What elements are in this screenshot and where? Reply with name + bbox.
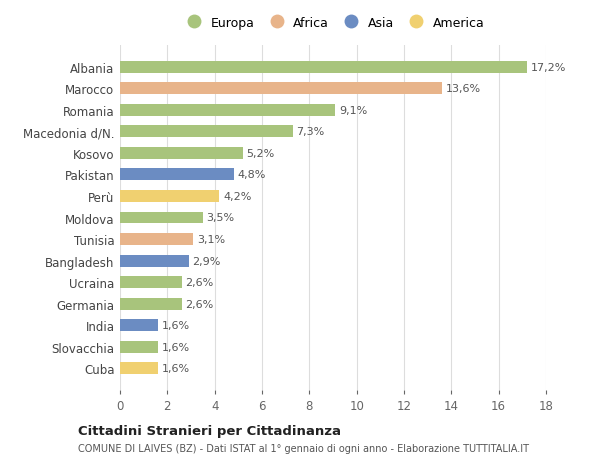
Text: 5,2%: 5,2%: [247, 149, 275, 158]
Text: 4,2%: 4,2%: [223, 191, 251, 202]
Text: COMUNE DI LAIVES (BZ) - Dati ISTAT al 1° gennaio di ogni anno - Elaborazione TUT: COMUNE DI LAIVES (BZ) - Dati ISTAT al 1°…: [78, 443, 529, 453]
Bar: [120, 298, 182, 310]
Bar: [120, 341, 158, 353]
Bar: [120, 277, 182, 288]
Bar: [120, 234, 193, 246]
Text: 4,8%: 4,8%: [237, 170, 266, 180]
Text: 17,2%: 17,2%: [530, 62, 566, 73]
Bar: [120, 255, 188, 267]
Text: 9,1%: 9,1%: [339, 106, 367, 116]
Bar: [120, 83, 442, 95]
Text: 13,6%: 13,6%: [445, 84, 481, 94]
Text: 2,6%: 2,6%: [185, 278, 214, 287]
Bar: [120, 319, 158, 331]
Text: 2,6%: 2,6%: [185, 299, 214, 309]
Bar: [120, 169, 233, 181]
Text: 1,6%: 1,6%: [161, 320, 190, 330]
Text: Cittadini Stranieri per Cittadinanza: Cittadini Stranieri per Cittadinanza: [78, 424, 341, 437]
Bar: [120, 190, 220, 202]
Text: 3,5%: 3,5%: [206, 213, 235, 223]
Bar: [120, 148, 243, 159]
Text: 3,1%: 3,1%: [197, 235, 225, 245]
Bar: [120, 126, 293, 138]
Text: 1,6%: 1,6%: [161, 364, 190, 374]
Legend: Europa, Africa, Asia, America: Europa, Africa, Asia, America: [179, 14, 487, 32]
Bar: [120, 62, 527, 73]
Bar: [120, 105, 335, 117]
Text: 7,3%: 7,3%: [296, 127, 325, 137]
Bar: [120, 363, 158, 375]
Bar: [120, 212, 203, 224]
Text: 1,6%: 1,6%: [161, 342, 190, 352]
Text: 2,9%: 2,9%: [192, 256, 221, 266]
